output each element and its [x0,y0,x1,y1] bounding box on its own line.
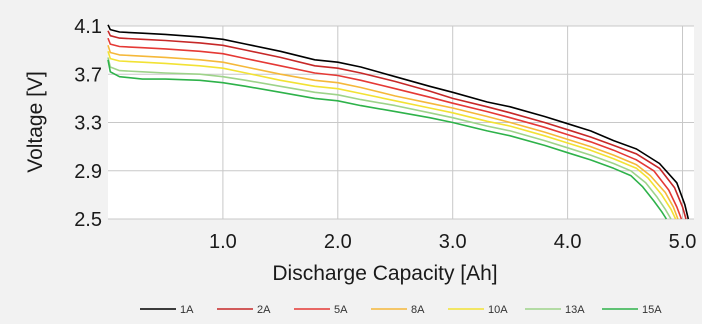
legend-label-5A: 5A [334,304,348,316]
x-tick-label: 2.0 [324,231,352,253]
legend-label-13A: 13A [565,304,585,316]
x-tick-label: 5.0 [669,231,697,253]
legend-label-2A: 2A [257,304,271,316]
y-tick-labels: 2.5 2.9 3.3 3.7 4.1 [74,16,102,231]
series-lines [107,24,690,220]
series-line-15A [107,59,668,220]
y-tick-label: 3.7 [74,64,102,86]
series-line-13A [107,57,672,220]
x-tick-label: 1.0 [209,231,237,253]
legend-label-1A: 1A [180,304,194,316]
x-axis-title: Discharge Capacity [Ah] [272,262,497,285]
x-tick-label: 4.0 [554,231,582,253]
series-line-10A [107,51,677,220]
series-line-2A [107,30,687,220]
y-tick-label: 4.1 [74,16,102,38]
y-tick-label: 2.5 [74,209,102,231]
y-axis-title: Voltage [V] [24,71,47,173]
x-tick-label: 3.0 [439,231,467,253]
series-line-8A [107,45,679,220]
series-line-1A [107,24,690,220]
legend-label-15A: 15A [642,304,662,316]
legend-label-10A: 10A [488,304,508,316]
legend-label-8A: 8A [411,304,425,316]
series-line-5A [107,37,683,220]
y-tick-label: 3.3 [74,113,102,135]
legend: 1A 2A 5A 8A 10A 13A 15A [140,304,662,316]
y-tick-label: 2.9 [74,161,102,183]
x-tick-labels: 1.0 2.0 3.0 4.0 5.0 [209,231,696,253]
